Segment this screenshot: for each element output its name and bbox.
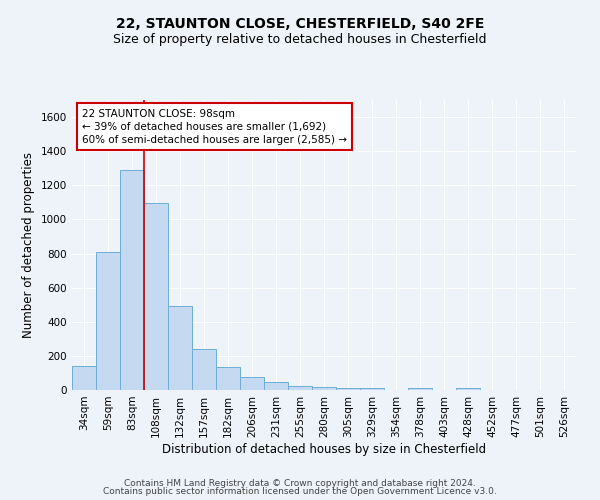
Bar [408,388,432,390]
Bar [168,306,192,390]
Bar [264,382,288,390]
Bar [288,386,312,390]
Bar [312,386,336,390]
Text: 22 STAUNTON CLOSE: 98sqm
← 39% of detached houses are smaller (1,692)
60% of sem: 22 STAUNTON CLOSE: 98sqm ← 39% of detach… [82,108,347,145]
Text: Contains HM Land Registry data © Crown copyright and database right 2024.: Contains HM Land Registry data © Crown c… [124,478,476,488]
Bar [144,203,168,390]
X-axis label: Distribution of detached houses by size in Chesterfield: Distribution of detached houses by size … [162,442,486,456]
Bar [216,367,240,390]
Bar [456,388,480,390]
Bar [360,388,384,390]
Text: Contains public sector information licensed under the Open Government Licence v3: Contains public sector information licen… [103,487,497,496]
Bar [336,388,360,390]
Bar [192,349,216,390]
Bar [72,366,96,390]
Bar [120,170,144,390]
Y-axis label: Number of detached properties: Number of detached properties [22,152,35,338]
Text: 22, STAUNTON CLOSE, CHESTERFIELD, S40 2FE: 22, STAUNTON CLOSE, CHESTERFIELD, S40 2F… [116,18,484,32]
Bar [240,377,264,390]
Text: Size of property relative to detached houses in Chesterfield: Size of property relative to detached ho… [113,32,487,46]
Bar [96,252,120,390]
